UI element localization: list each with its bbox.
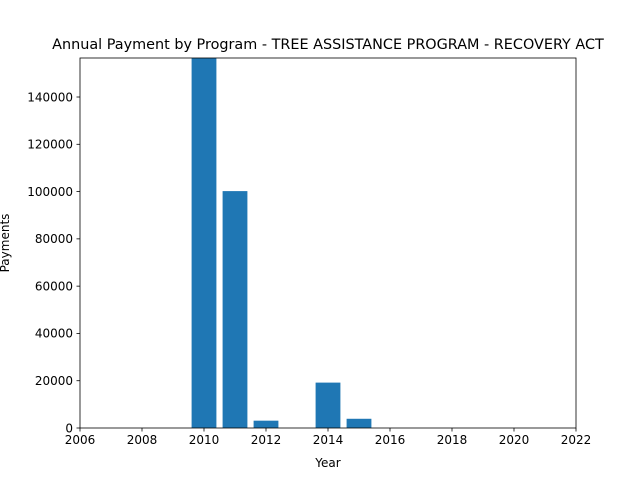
chart-title: Annual Payment by Program - TREE ASSISTA… — [52, 37, 604, 53]
bar-2010 — [191, 58, 217, 428]
y-axis: 0 20000 40000 60000 80000 100000 120000 140000 — [27, 90, 80, 435]
y-tick-label: 40000 — [35, 327, 73, 341]
y-tick-label: 60000 — [35, 279, 73, 293]
x-tick-label: 2014 — [313, 433, 344, 447]
bar-2011 — [222, 191, 248, 428]
x-tick-label: 2008 — [127, 433, 158, 447]
bar-2015 — [346, 418, 372, 428]
y-tick-label: 120000 — [27, 138, 73, 152]
x-tick-label: 2010 — [189, 433, 220, 447]
x-tick-label: 2006 — [65, 433, 96, 447]
y-tick-label: 0 — [65, 421, 73, 435]
x-tick-label: 2020 — [499, 433, 530, 447]
x-tick-label: 2016 — [375, 433, 406, 447]
x-axis: 2006 2008 2010 2012 2014 2016 2018 2020 2022 — [65, 428, 592, 447]
y-axis-label: Payments — [0, 214, 12, 273]
bar-2012 — [253, 420, 279, 428]
x-axis-label: Year — [314, 456, 340, 470]
x-tick-label: 2012 — [251, 433, 282, 447]
bar-2014 — [315, 382, 341, 428]
y-tick-label: 140000 — [27, 90, 73, 104]
y-tick-label: 20000 — [35, 374, 73, 388]
plot-area — [191, 58, 372, 428]
y-tick-label: 80000 — [35, 232, 73, 246]
x-tick-label: 2018 — [437, 433, 468, 447]
x-tick-label: 2022 — [561, 433, 592, 447]
y-tick-label: 100000 — [27, 185, 73, 199]
plot-frame — [79, 57, 577, 429]
